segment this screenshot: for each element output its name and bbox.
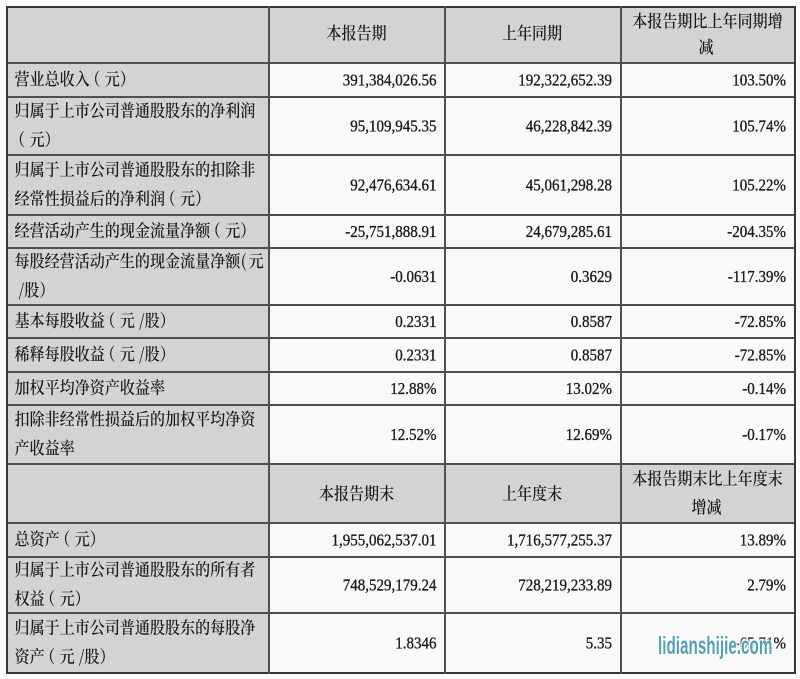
svg-text:0.8587: 0.8587 xyxy=(571,313,612,331)
svg-text:105.22%: 105.22% xyxy=(732,177,786,195)
svg-text:95,109,945.35: 95,109,945.35 xyxy=(350,118,436,136)
svg-text:0.8587: 0.8587 xyxy=(571,347,612,365)
svg-text:105.74%: 105.74% xyxy=(732,118,786,136)
svg-text:-0.17%: -0.17% xyxy=(742,426,786,444)
svg-text:92,476,634.61: 92,476,634.61 xyxy=(350,177,436,195)
svg-text:-65.71%: -65.71% xyxy=(735,635,786,653)
svg-text:12.88%: 12.88% xyxy=(390,380,436,398)
svg-text:-72.85%: -72.85% xyxy=(735,347,786,365)
svg-text:13.02%: 13.02% xyxy=(566,380,612,398)
svg-text:5.35: 5.35 xyxy=(586,635,612,653)
svg-text:1,716,577,255.37: 1,716,577,255.37 xyxy=(507,532,612,550)
svg-text:2.79%: 2.79% xyxy=(747,577,786,595)
svg-text:24,679,285.61: 24,679,285.61 xyxy=(526,223,612,241)
svg-text:-72.85%: -72.85% xyxy=(735,313,786,331)
svg-text:391,384,026.56: 391,384,026.56 xyxy=(343,72,437,90)
svg-text:-0.0631: -0.0631 xyxy=(390,268,436,286)
svg-text:-204.35%: -204.35% xyxy=(727,223,786,241)
svg-text:0.2331: 0.2331 xyxy=(395,347,436,365)
svg-text:45,061,298.28: 45,061,298.28 xyxy=(526,177,612,195)
svg-text:-25,751,888.91: -25,751,888.91 xyxy=(345,223,436,241)
svg-text:-117.39%: -117.39% xyxy=(728,268,786,286)
svg-text:1.8346: 1.8346 xyxy=(395,635,436,653)
svg-text:103.50%: 103.50% xyxy=(732,72,786,90)
svg-text:46,228,842.39: 46,228,842.39 xyxy=(526,118,612,136)
svg-text:1,955,062,537.01: 1,955,062,537.01 xyxy=(332,532,437,550)
svg-text:13.89%: 13.89% xyxy=(740,532,786,550)
svg-text:192,322,652.39: 192,322,652.39 xyxy=(518,72,612,90)
svg-text:728,219,233.89: 728,219,233.89 xyxy=(518,577,612,595)
svg-text:748,529,179.24: 748,529,179.24 xyxy=(343,577,437,595)
svg-text:12.52%: 12.52% xyxy=(390,426,436,444)
svg-text:12.69%: 12.69% xyxy=(566,426,612,444)
svg-text:-0.14%: -0.14% xyxy=(742,380,786,398)
svg-text:0.2331: 0.2331 xyxy=(395,313,436,331)
svg-text:0.3629: 0.3629 xyxy=(571,268,612,286)
